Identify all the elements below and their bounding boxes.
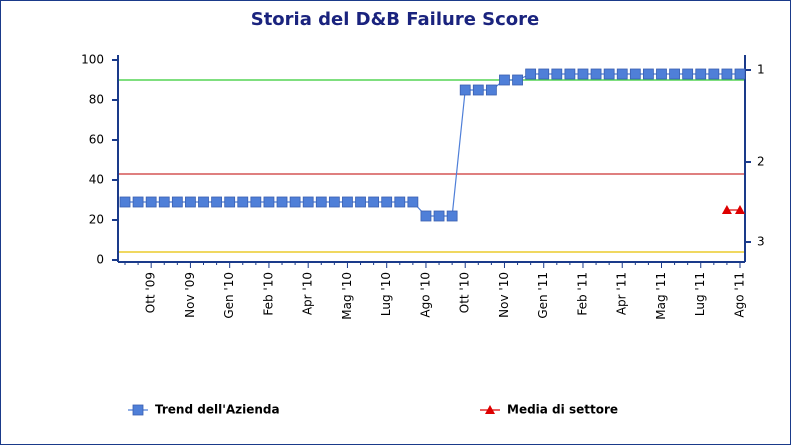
point (171, 196, 183, 208)
point (407, 196, 419, 208)
point (250, 196, 262, 208)
y2-tick-label: 3 (757, 235, 765, 249)
point (564, 68, 576, 80)
point (145, 196, 157, 208)
point (721, 68, 733, 80)
point (512, 74, 523, 86)
x-tick-label: Apr '11 (615, 272, 629, 315)
y-tick-label: 20 (89, 213, 104, 227)
point (132, 196, 144, 208)
point (211, 196, 222, 208)
point (355, 196, 366, 208)
x-tick-label: Lug '11 (693, 272, 707, 316)
x-tick-label: Ott '10 (458, 272, 472, 313)
point (224, 196, 236, 208)
point (538, 68, 550, 80)
point (368, 196, 380, 208)
point (643, 68, 654, 80)
point (656, 68, 667, 80)
x-tick-label: Nov '10 (497, 272, 511, 318)
point (721, 205, 732, 214)
x-tick-label: Ott '09 (144, 272, 158, 313)
y-tick-label: 80 (89, 93, 104, 107)
point (695, 68, 707, 80)
point (420, 210, 432, 222)
x-tick-label: Ago '10 (418, 272, 432, 318)
point (381, 196, 393, 208)
point (603, 68, 615, 80)
point (446, 210, 458, 222)
y-tick-label: 60 (89, 133, 104, 147)
y2-tick-label: 1 (757, 63, 765, 77)
x-tick-label: Lug '10 (379, 272, 393, 316)
legend-marker (132, 404, 144, 416)
point (590, 68, 602, 80)
x-tick-label: Feb '10 (261, 272, 275, 316)
chart-title: Storia del D&B Failure Score (251, 9, 540, 30)
point (302, 196, 314, 208)
point (433, 210, 445, 222)
x-tick-label: Ago '11 (733, 272, 747, 318)
x-tick-label: Nov '09 (183, 272, 197, 318)
point (735, 205, 745, 214)
point (499, 74, 510, 86)
point (525, 68, 537, 80)
legend-marker (485, 405, 495, 414)
point (119, 196, 131, 208)
y-tick-label: 0 (96, 253, 104, 267)
x-tick-label: Gen '10 (222, 272, 236, 319)
point (328, 196, 340, 208)
point (551, 68, 563, 80)
x-tick-label: Mag '11 (654, 272, 668, 320)
legend-label: Media di settore (507, 403, 618, 417)
legend-label: Trend dell'Azienda (155, 403, 280, 417)
point (198, 196, 209, 208)
x-tick-label: Mag '10 (340, 272, 354, 320)
point (682, 68, 694, 80)
y-tick-label: 100 (81, 53, 104, 67)
x-tick-label: Gen '11 (536, 272, 550, 319)
point (485, 84, 497, 96)
point (263, 196, 275, 208)
point (289, 196, 301, 208)
point (616, 68, 628, 80)
point (237, 196, 249, 208)
point (669, 68, 680, 80)
point (472, 84, 484, 96)
y-tick-label: 40 (89, 173, 104, 187)
point (459, 84, 471, 96)
point (629, 68, 641, 80)
x-tick-label: Feb '11 (575, 272, 589, 316)
y2-tick-label: 2 (757, 155, 765, 169)
point (734, 68, 746, 80)
point (708, 68, 720, 80)
x-tick-label: Apr '10 (301, 272, 315, 315)
point (276, 196, 288, 208)
point (394, 196, 406, 208)
point (342, 196, 353, 208)
point (158, 196, 170, 208)
point (185, 196, 196, 208)
point (315, 196, 327, 208)
point (577, 68, 589, 80)
